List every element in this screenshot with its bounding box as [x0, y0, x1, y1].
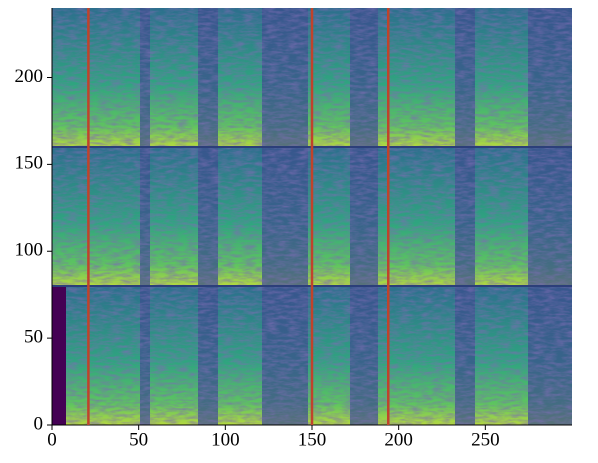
x-tick-label: 0 — [47, 429, 57, 450]
y-tick-label: 100 — [15, 240, 44, 261]
y-tick-label: 50 — [24, 326, 43, 347]
y-tick-label: 150 — [15, 153, 44, 174]
padding — [52, 286, 66, 425]
x-tick-label: 200 — [384, 429, 413, 450]
x-tick-label: 100 — [211, 429, 240, 450]
y-tick-label: 0 — [34, 413, 44, 434]
x-tick-label: 150 — [298, 429, 327, 450]
y-tick-label: 200 — [15, 66, 44, 87]
x-tick-label: 50 — [129, 429, 148, 450]
x-tick-label: 250 — [471, 429, 500, 450]
